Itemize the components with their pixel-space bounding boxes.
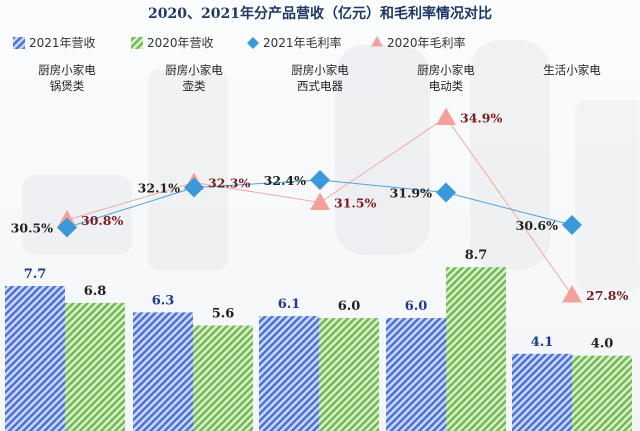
category-label: 厨房小家电 — [38, 63, 96, 77]
margin-value-label: 30.6% — [516, 218, 558, 233]
margin-value-label: 32.1% — [138, 181, 180, 196]
diamond-marker — [436, 182, 456, 203]
margin-value-label: 31.9% — [390, 186, 432, 201]
bar-value-label: 6.3 — [152, 293, 175, 308]
category-label: 厨房小家电 — [165, 63, 223, 77]
diamond-marker — [184, 177, 204, 198]
legend-label: 2020年营收 — [147, 36, 214, 50]
triangle-marker — [562, 285, 582, 303]
bar-value-label: 8.7 — [465, 248, 488, 263]
category-label: 锅煲类 — [50, 79, 85, 93]
bar — [319, 318, 379, 431]
category-label: 电动类 — [429, 79, 464, 93]
bar-value-label: 5.6 — [212, 307, 235, 322]
diamond-marker — [562, 215, 582, 235]
bar-value-labels: 7.7 6.3 6.1 6.0 4.1 6.8 5.6 6.0 8.7 4.0 — [24, 248, 614, 352]
category-label: 生活小家电 — [543, 63, 601, 77]
margin-value-label: 31.5% — [334, 196, 376, 211]
bar-value-label: 6.1 — [278, 297, 301, 312]
bar-value-label: 4.1 — [531, 335, 554, 350]
chart-legend: 2021年营收 2020年营收 2021年毛利率 2020年毛利率 — [13, 35, 466, 50]
legend-swatch — [13, 37, 25, 49]
category-label: 西式电器 — [297, 79, 343, 93]
bar — [193, 325, 253, 431]
margin-value-label: 32.4% — [264, 173, 306, 188]
bar-value-label: 6.0 — [405, 299, 428, 314]
bar-value-label: 6.0 — [338, 299, 361, 314]
triangle-marker — [310, 192, 330, 210]
diamond-marker — [310, 170, 330, 190]
bar — [65, 302, 125, 431]
margin-value-label: 32.3% — [208, 176, 250, 191]
bar-value-label: 4.0 — [591, 337, 614, 352]
bar-value-label: 6.8 — [84, 284, 107, 299]
legend-swatch — [131, 37, 143, 49]
triangle-marker — [436, 107, 456, 125]
legend-label: 2020年毛利率 — [387, 35, 466, 50]
bar — [446, 267, 506, 431]
background-appliance-images — [22, 40, 640, 290]
chart-title: 2020、2021年分产品营收（亿元）和毛利率情况对比 — [148, 5, 492, 22]
bar-series-group — [5, 267, 632, 431]
margin-value-label: 34.9% — [460, 111, 502, 126]
margin-value-label: 30.8% — [81, 213, 123, 228]
legend-label: 2021年营收 — [29, 36, 96, 50]
category-label: 壶类 — [183, 79, 206, 93]
line-value-labels: 30.5% 32.1% 32.4% 31.9% 30.6% 30.8% 32.3% 31.5%… — [11, 111, 629, 304]
bar — [133, 312, 193, 431]
bar — [259, 316, 319, 431]
margin-value-label: 30.5% — [11, 221, 53, 236]
legend-diamond-icon — [247, 37, 259, 49]
line-series-group — [57, 107, 582, 303]
bar-value-label: 7.7 — [24, 267, 47, 282]
bar — [512, 353, 572, 431]
bar — [386, 318, 446, 431]
legend-label: 2021年毛利率 — [263, 35, 342, 50]
margin-value-label: 27.8% — [586, 288, 628, 303]
category-label: 厨房小家电 — [417, 63, 475, 77]
bar — [572, 355, 632, 431]
diamond-marker — [57, 217, 77, 238]
category-label: 厨房小家电 — [291, 63, 349, 77]
legend-triangle-icon — [371, 36, 383, 47]
bar — [5, 286, 65, 431]
